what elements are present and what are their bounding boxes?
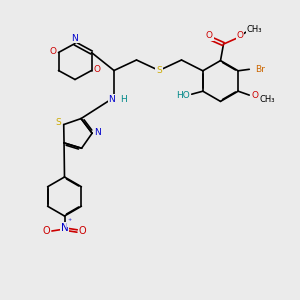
- Text: N: N: [72, 34, 78, 43]
- Text: S: S: [56, 118, 61, 127]
- Text: CH₃: CH₃: [260, 95, 275, 104]
- Text: O: O: [236, 31, 244, 40]
- Text: N: N: [109, 94, 115, 103]
- Text: N: N: [94, 128, 101, 137]
- Text: O: O: [93, 65, 100, 74]
- Text: O: O: [50, 47, 57, 56]
- Text: O: O: [43, 226, 50, 236]
- Text: N: N: [61, 223, 68, 233]
- Text: O: O: [251, 91, 258, 100]
- Text: CH₃: CH₃: [247, 25, 262, 34]
- Text: S: S: [156, 66, 162, 75]
- Text: HO: HO: [176, 91, 190, 100]
- Text: O: O: [79, 226, 86, 236]
- Text: O: O: [206, 31, 213, 40]
- Text: ⁺: ⁺: [68, 217, 72, 226]
- Text: Br: Br: [255, 65, 265, 74]
- Text: H: H: [120, 94, 127, 103]
